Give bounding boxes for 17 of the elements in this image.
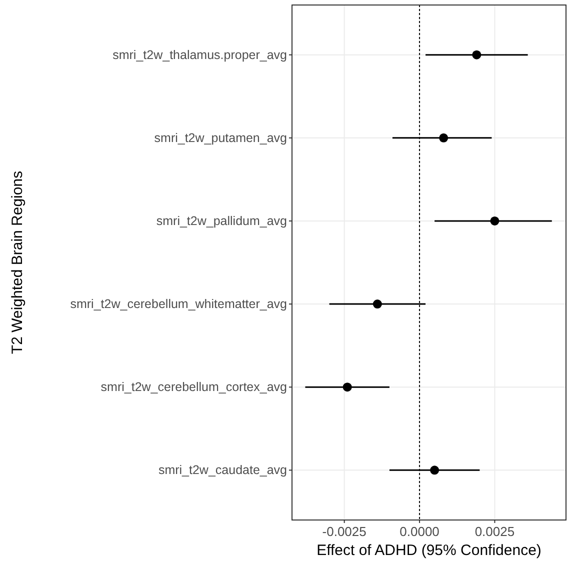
y-tick-label: smri_t2w_putamen_avg	[154, 130, 288, 145]
y-tick-label: smri_t2w_thalamus.proper_avg	[112, 48, 288, 62]
x-tick-label: 0.0000	[400, 524, 440, 539]
point	[472, 50, 482, 60]
y-tick-label: smri_t2w_pallidum_avg	[156, 214, 288, 228]
y-tick-label: smri_t2w_caudate_avg	[158, 463, 288, 478]
x-tick-label: -0.0025	[322, 524, 366, 539]
x-axis-title: Effect of ADHD (95% Confidence)	[316, 542, 542, 559]
point	[342, 382, 352, 392]
x-tick-label: 0.0025	[474, 524, 515, 539]
point	[490, 216, 500, 226]
y-tick-label: smri_t2w_cerebellum_whitematter_avg	[70, 297, 288, 312]
point	[372, 300, 382, 309]
y-axis-title: T2 Weighted Brain Regions	[9, 170, 26, 354]
y-tick-label: smri_t2w_cerebellum_cortex_avg	[100, 380, 288, 394]
point	[439, 133, 448, 142]
point	[430, 466, 440, 475]
